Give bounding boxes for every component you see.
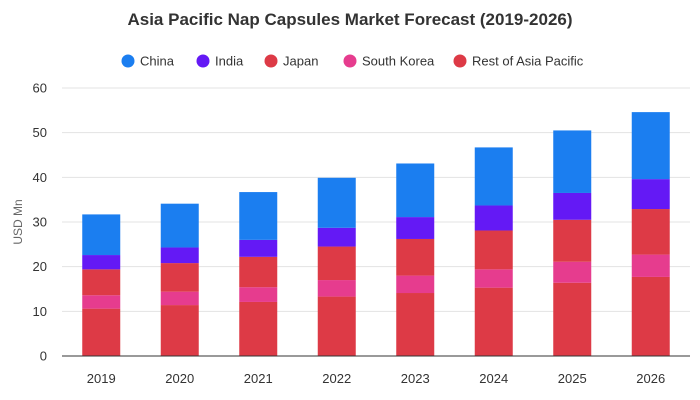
bar-japan-2025[interactable] — [553, 219, 592, 262]
legend-marker — [196, 54, 210, 68]
bar-south-korea-2025[interactable] — [553, 261, 592, 283]
legend-item-south-korea[interactable]: South Korea — [343, 54, 436, 69]
legend-label: India — [215, 54, 244, 69]
y-axis-label: USD Mn — [11, 199, 25, 244]
x-tick-label: 2022 — [322, 371, 351, 386]
x-tick-label: 2021 — [244, 371, 273, 386]
bar-japan-2022[interactable] — [317, 246, 356, 281]
gridlines — [62, 87, 690, 312]
x-tick-label: 2026 — [636, 371, 665, 386]
bar-south-korea-2024[interactable] — [474, 269, 513, 288]
bar-rest-of-asia-pacific-2024[interactable] — [474, 287, 513, 356]
bar-south-korea-2020[interactable] — [160, 291, 199, 306]
bar-japan-2021[interactable] — [239, 256, 278, 288]
bar-china-2026[interactable] — [631, 112, 670, 180]
legend-label: Rest of Asia Pacific — [472, 54, 584, 69]
y-tick-label: 40 — [33, 170, 47, 185]
bar-south-korea-2019[interactable] — [82, 295, 121, 309]
bar-rest-of-asia-pacific-2019[interactable] — [82, 308, 121, 356]
y-tick-label: 0 — [40, 349, 47, 364]
bar-rest-of-asia-pacific-2022[interactable] — [317, 296, 356, 356]
bar-rest-of-asia-pacific-2026[interactable] — [631, 276, 670, 356]
bar-india-2023[interactable] — [396, 217, 435, 239]
bar-japan-2026[interactable] — [631, 209, 670, 255]
bar-rest-of-asia-pacific-2023[interactable] — [396, 293, 435, 356]
legend-item-japan[interactable]: Japan — [264, 54, 319, 69]
legend: China India Japan South Korea Rest of Asia P… — [121, 54, 584, 69]
bar-japan-2024[interactable] — [474, 230, 513, 270]
x-tick-label: 2024 — [479, 371, 508, 386]
y-axis-ticks: 0 10 20 30 40 50 60 — [33, 81, 47, 364]
bar-rest-of-asia-pacific-2025[interactable] — [553, 282, 592, 356]
bar-japan-2020[interactable] — [160, 263, 199, 292]
y-tick-label: 30 — [33, 215, 47, 230]
bars — [82, 112, 670, 356]
bar-india-2026[interactable] — [631, 179, 670, 210]
y-tick-label: 10 — [33, 304, 47, 319]
x-tick-label: 2020 — [165, 371, 194, 386]
legend-label: South Korea — [362, 54, 435, 69]
bar-japan-2023[interactable] — [396, 238, 435, 276]
legend-item-china[interactable]: China — [121, 54, 175, 69]
legend-marker — [121, 54, 135, 68]
bar-china-2022[interactable] — [317, 177, 356, 228]
x-tick-label: 2023 — [401, 371, 430, 386]
bar-china-2020[interactable] — [160, 203, 199, 248]
bar-south-korea-2023[interactable] — [396, 275, 435, 294]
bar-china-2024[interactable] — [474, 147, 513, 206]
bar-south-korea-2021[interactable] — [239, 287, 278, 302]
legend-label: Japan — [283, 54, 318, 69]
bar-china-2021[interactable] — [239, 192, 278, 240]
bar-japan-2019[interactable] — [82, 269, 121, 296]
legend-item-india[interactable]: India — [196, 54, 244, 69]
y-tick-label: 50 — [33, 125, 47, 140]
bar-india-2024[interactable] — [474, 205, 513, 231]
bar-rest-of-asia-pacific-2020[interactable] — [160, 305, 199, 356]
bar-india-2019[interactable] — [82, 255, 121, 270]
legend-marker — [343, 54, 357, 68]
bar-india-2022[interactable] — [317, 227, 356, 247]
bar-rest-of-asia-pacific-2021[interactable] — [239, 301, 278, 356]
bar-india-2021[interactable] — [239, 239, 278, 257]
legend-item-rest-of-asia-pacific[interactable]: Rest of Asia Pacific — [453, 54, 584, 69]
bar-south-korea-2022[interactable] — [317, 280, 356, 297]
x-tick-label: 2019 — [87, 371, 116, 386]
legend-marker — [453, 54, 467, 68]
bar-india-2020[interactable] — [160, 247, 199, 264]
legend-marker — [264, 54, 278, 68]
y-tick-label: 20 — [33, 259, 47, 274]
bar-china-2023[interactable] — [396, 163, 435, 218]
y-tick-label: 60 — [33, 81, 47, 96]
bar-china-2025[interactable] — [553, 130, 592, 193]
bar-south-korea-2026[interactable] — [631, 254, 670, 277]
bar-china-2019[interactable] — [82, 214, 121, 256]
x-axis-ticks: 2019 2020 2021 2022 2023 2024 2025 2026 — [87, 371, 665, 386]
chart-title: Asia Pacific Nap Capsules Market Forecas… — [127, 10, 572, 29]
x-tick-label: 2025 — [558, 371, 587, 386]
legend-label: China — [140, 54, 175, 69]
bar-india-2025[interactable] — [553, 192, 592, 220]
